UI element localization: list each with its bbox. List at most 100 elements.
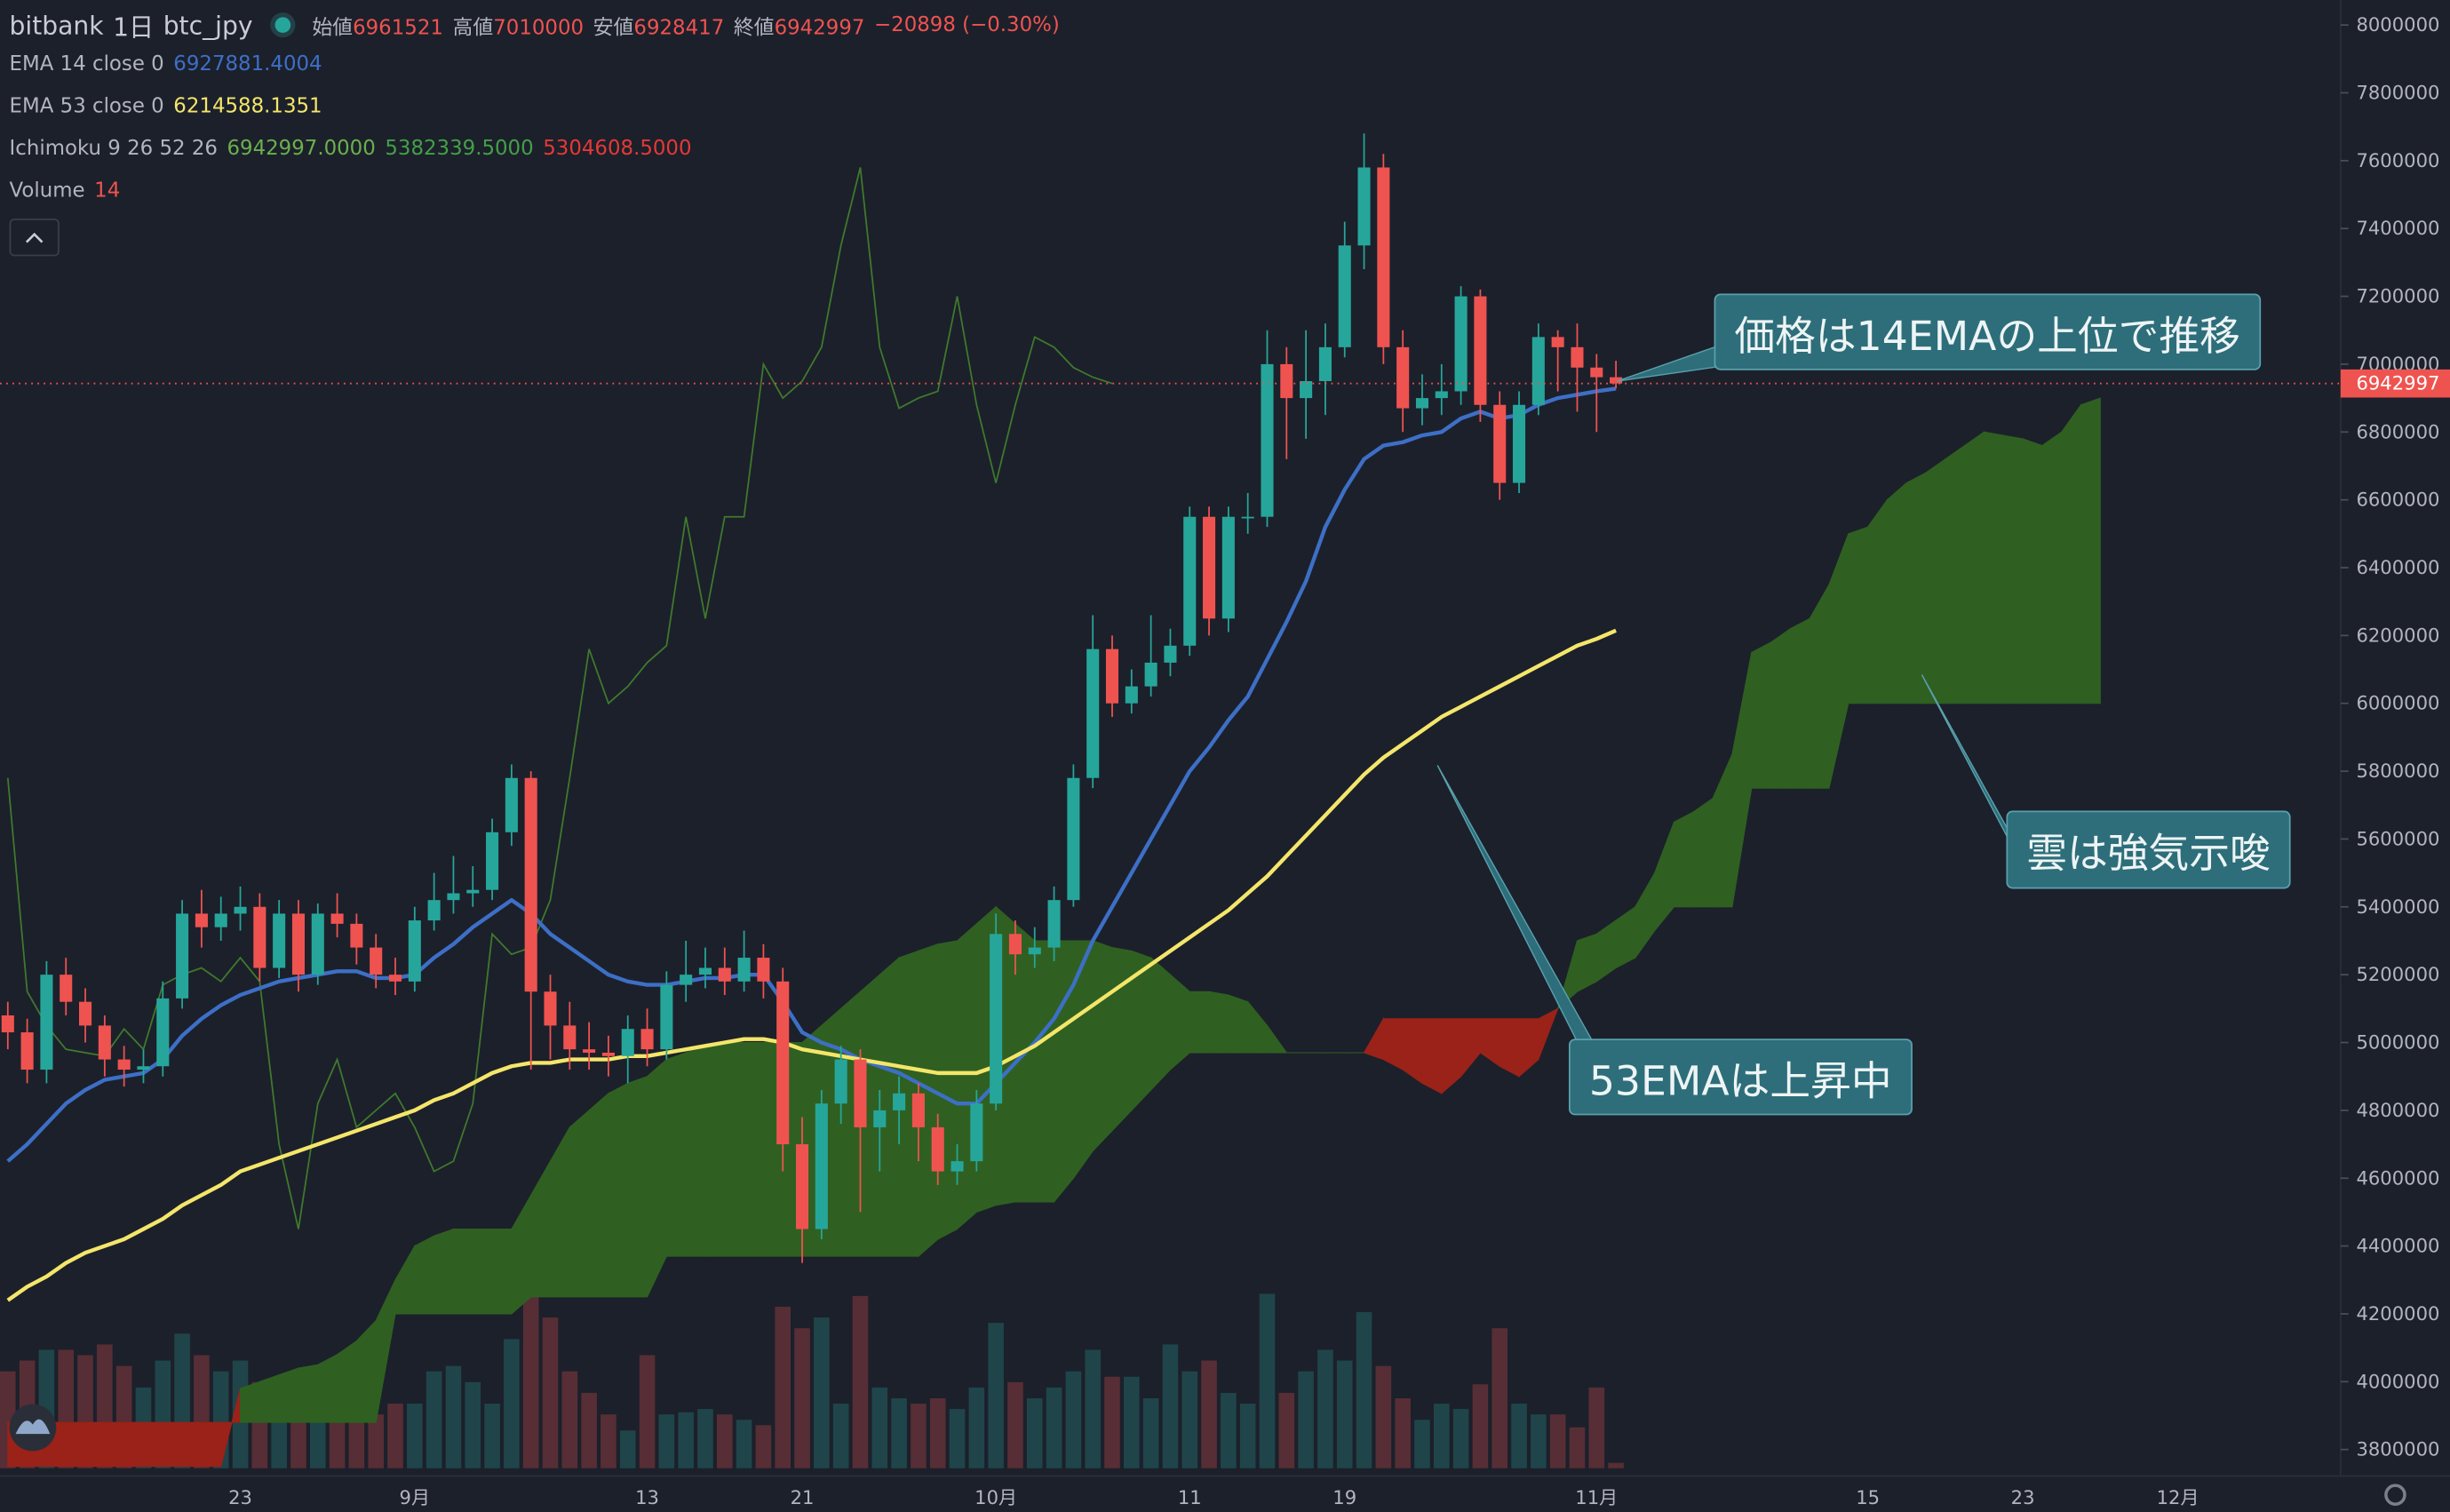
cloud-segment — [2002, 434, 2024, 704]
cloud-segment — [665, 1052, 687, 1257]
legend-ichimoku: Ichimoku 9 26 52 26 6942997.0000 5382339… — [10, 138, 692, 161]
volume-bar — [639, 1355, 656, 1468]
volume-bar — [678, 1412, 694, 1468]
candle-body — [1125, 686, 1138, 704]
candle-body — [583, 1049, 596, 1053]
candle-body — [214, 913, 227, 927]
candle-body — [990, 934, 1003, 1104]
cloud-segment — [1054, 940, 1074, 1204]
candle-body — [1590, 367, 1603, 378]
volume-bar — [852, 1295, 869, 1468]
volume-bar — [484, 1404, 500, 1468]
cloud-segment — [1111, 946, 1133, 1133]
price-tag — [2340, 369, 2450, 398]
volume-bar — [1085, 1349, 1101, 1468]
settings-icon[interactable] — [2384, 1484, 2406, 1506]
y-tick-label: 8000000 — [2356, 13, 2439, 36]
candle-body — [273, 913, 286, 968]
candle-body — [1318, 346, 1332, 382]
volume-bar — [387, 1404, 403, 1468]
y-tick-label: 6000000 — [2356, 692, 2439, 714]
ohlc-label: 終値 — [733, 16, 775, 40]
cloud-segment — [181, 1421, 203, 1468]
indicator-label: EMA 53 close 0 — [9, 95, 164, 119]
cloud-segment — [1034, 940, 1055, 1203]
volume-bar — [1007, 1381, 1023, 1468]
change: −20898 (−0.30%) — [873, 12, 1060, 37]
status-dot — [274, 17, 290, 33]
volume-bar — [775, 1306, 791, 1468]
candle-body — [718, 967, 731, 982]
candle-body — [795, 1144, 809, 1229]
candle-body — [1203, 516, 1216, 619]
y-tick-label: 5200000 — [2356, 963, 2439, 985]
candle-body — [1280, 363, 1293, 399]
cloud-segment — [2061, 403, 2082, 704]
legend-volume: Volume 14 — [10, 179, 121, 203]
volume-bar — [1124, 1376, 1140, 1468]
candle-body — [1, 1015, 14, 1033]
ohlc-value: 6942997 — [774, 16, 865, 40]
volume-bar — [426, 1371, 442, 1468]
indicator-value: 6942997.0000 — [227, 137, 376, 162]
volume-bar — [1162, 1344, 1179, 1468]
cloud-segment — [588, 1092, 609, 1298]
volume-bar — [1356, 1312, 1372, 1468]
candle-body — [951, 1161, 964, 1172]
x-tick-label: 19 — [1332, 1486, 1356, 1508]
cloud-segment — [1848, 526, 1869, 704]
candle-body — [1105, 649, 1119, 704]
cloud-segment — [123, 1421, 144, 1468]
cloud-segment — [1576, 933, 1597, 993]
annotation: 53EMAは上昇中 — [1568, 1039, 1913, 1116]
volume-bar — [1569, 1427, 1586, 1468]
x-tick-label: 11 — [1178, 1486, 1202, 1508]
candle-body — [427, 900, 441, 921]
annotation: 雲は強気示唆 — [2006, 810, 2291, 889]
volume-bar — [1433, 1404, 1450, 1468]
candle-body — [1357, 167, 1371, 246]
candle-body — [486, 832, 499, 890]
cloud-segment — [627, 1075, 648, 1298]
cloud-segment — [724, 1041, 745, 1257]
y-tick-label: 7800000 — [2356, 82, 2439, 104]
volume-bar — [561, 1371, 578, 1468]
cloud-segment — [1538, 1007, 1559, 1060]
candle-body — [466, 889, 480, 894]
cloud-segment — [1421, 1018, 1443, 1094]
candle-body — [737, 958, 751, 982]
volume-bar — [1414, 1420, 1430, 1468]
volume-bar — [1026, 1397, 1043, 1468]
indicator-label: Ichimoku 9 26 52 26 — [9, 137, 218, 162]
collapse-button[interactable] — [9, 219, 60, 257]
cloud-segment — [162, 1421, 183, 1468]
candle-body — [291, 913, 305, 975]
cloud-segment — [239, 1381, 260, 1423]
volume-bar — [445, 1365, 462, 1468]
volume-bar — [1278, 1392, 1295, 1468]
candle-body — [137, 1066, 150, 1070]
ema14-line — [6, 386, 1617, 1163]
collapse-icon — [25, 232, 44, 243]
indicator-value: 6214588.1351 — [173, 95, 322, 119]
cloud-segment — [414, 1235, 435, 1315]
volume-bar — [1046, 1387, 1062, 1468]
volume-bar — [1491, 1328, 1508, 1468]
x-tick-label: 9月 — [400, 1486, 431, 1508]
volume-bar — [1181, 1371, 1198, 1468]
candle-body — [1474, 296, 1487, 405]
indicator-label: Volume — [9, 179, 85, 203]
cloud-segment — [434, 1228, 454, 1315]
candle-body — [1435, 391, 1448, 399]
y-tick-label: 7600000 — [2356, 149, 2439, 171]
cloud-segment — [1905, 472, 1927, 704]
candle-body — [40, 975, 53, 1070]
cloud-segment — [956, 922, 977, 1230]
y-tick-label: 5600000 — [2356, 827, 2439, 849]
volume-bar — [1142, 1397, 1159, 1468]
cloud-segment — [1228, 994, 1249, 1054]
x-tick-label: 23 — [228, 1486, 252, 1508]
volume-bar — [601, 1414, 616, 1468]
candle-body — [911, 1093, 925, 1127]
